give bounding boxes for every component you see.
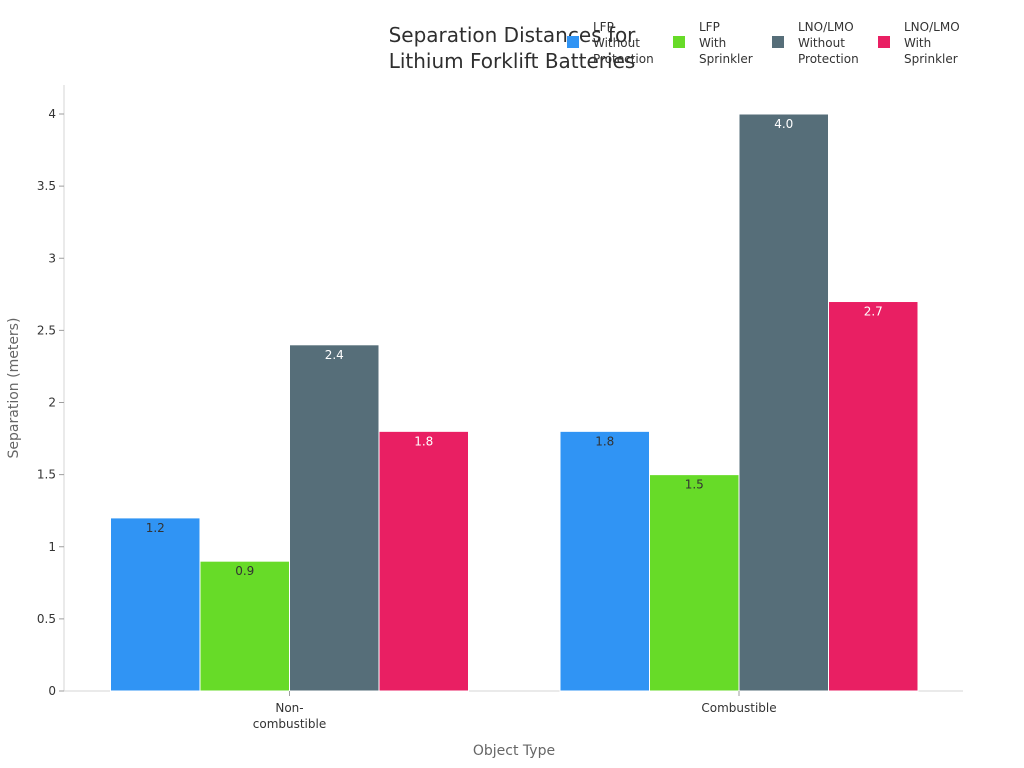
data-label: 1.2 xyxy=(146,521,165,535)
bar-series-0-category-0[interactable] xyxy=(110,517,201,692)
bar-series-2-category-0[interactable] xyxy=(289,344,380,692)
legend-label: Sprinkler xyxy=(904,52,958,66)
bar-series-2-category-1[interactable] xyxy=(738,113,829,692)
legend-label: Without xyxy=(593,36,640,50)
legend-label: Without xyxy=(798,36,845,50)
data-label: 2.4 xyxy=(325,348,344,362)
bar-series-0-category-1[interactable] xyxy=(559,430,650,692)
legend-label: LFP xyxy=(593,20,614,34)
legend-label: Sprinkler xyxy=(699,52,753,66)
chart-title: Lithium Forklift Batteries xyxy=(389,49,636,73)
bar-series-1-category-0[interactable] xyxy=(199,560,290,692)
legend-label: LNO/LMO xyxy=(798,20,854,34)
y-tick-label: 0 xyxy=(48,684,56,698)
y-tick-label: 1 xyxy=(48,540,56,554)
data-label: 1.5 xyxy=(685,478,704,492)
x-tick-label: Non- xyxy=(275,701,303,715)
y-tick-label: 2 xyxy=(48,396,56,410)
y-axis-title: Separation (meters) xyxy=(6,318,22,459)
bar-series-1-category-1[interactable] xyxy=(649,474,740,692)
bar-series-3-category-0[interactable] xyxy=(378,430,469,692)
y-tick-label: 3 xyxy=(48,251,56,265)
legend-label: Protection xyxy=(798,52,859,66)
data-label: 4.0 xyxy=(774,117,793,131)
y-tick-label: 1.5 xyxy=(37,468,56,482)
legend-swatch[interactable] xyxy=(567,36,579,48)
legend-swatch[interactable] xyxy=(673,36,685,48)
y-tick-label: 3.5 xyxy=(37,179,56,193)
y-tick-label: 0.5 xyxy=(37,612,56,626)
x-tick-label: Combustible xyxy=(701,701,776,715)
chart-title: Separation Distances for xyxy=(389,23,637,47)
data-label: 2.7 xyxy=(864,305,883,319)
legend-label: LNO/LMO xyxy=(904,20,960,34)
legend-label: With xyxy=(904,36,931,50)
data-label: 1.8 xyxy=(414,434,433,448)
legend-label: LFP xyxy=(699,20,720,34)
bar-series-3-category-1[interactable] xyxy=(828,301,919,692)
legend-swatch[interactable] xyxy=(772,36,784,48)
y-tick-label: 2.5 xyxy=(37,323,56,337)
data-label: 0.9 xyxy=(235,564,254,578)
legend-label: With xyxy=(699,36,726,50)
legend-label: Protection xyxy=(593,52,654,66)
x-tick-label: combustible xyxy=(253,717,326,731)
legend-swatch[interactable] xyxy=(878,36,890,48)
data-label: 1.8 xyxy=(595,434,614,448)
x-axis-title: Object Type xyxy=(473,743,555,759)
y-tick-label: 4 xyxy=(48,107,56,121)
